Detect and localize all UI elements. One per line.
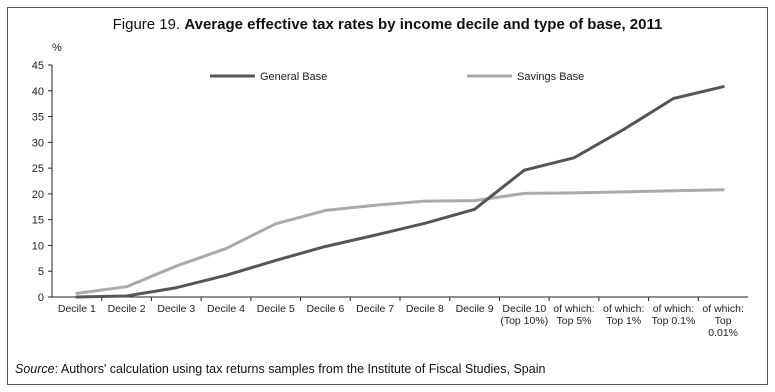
data-point-savings-base [721, 188, 725, 192]
y-tick-label: 40 [32, 86, 44, 98]
data-point-general-base [224, 273, 228, 277]
source-text: : Authors' calculation using tax returns… [54, 362, 546, 376]
chart-frame [7, 7, 768, 385]
data-point-savings-base [572, 191, 576, 195]
data-point-savings-base [373, 203, 377, 207]
data-point-general-base [622, 128, 626, 131]
y-tick-label: 25 [32, 163, 44, 175]
x-tick-label: Decile 10 (Top 10%) [500, 303, 548, 327]
data-point-savings-base [224, 247, 228, 250]
data-point-general-base [75, 295, 79, 299]
data-point-general-base [423, 221, 427, 225]
data-point-savings-base [473, 199, 476, 202]
figure-title: Average effective tax rates by income de… [184, 16, 663, 33]
data-point-general-base [125, 294, 128, 298]
data-point-general-base [174, 286, 178, 290]
data-point-savings-base [174, 264, 178, 268]
data-point-general-base [373, 233, 377, 237]
data-point-savings-base [622, 190, 626, 194]
y-tick-label: 10 [32, 240, 44, 252]
x-tick-label: Decile 1 [58, 303, 96, 315]
y-tick-label: 0 [38, 292, 44, 304]
data-point-savings-base [423, 199, 427, 203]
series-line-savings-base [75, 188, 725, 295]
x-tick-label: Decile 8 [406, 303, 444, 315]
data-point-savings-base [125, 285, 128, 289]
y-axis-unit: % [52, 42, 62, 54]
data-point-savings-base [672, 189, 675, 193]
x-tick-label: Decile 4 [207, 303, 245, 315]
chart-title: Figure 19. Average effective tax rates b… [0, 16, 775, 33]
data-point-general-base [324, 245, 327, 248]
x-tick-label: Decile 6 [306, 303, 344, 315]
legend-label-savings-base: Savings Base [517, 71, 584, 83]
legend-label-general-base: General Base [260, 71, 327, 83]
source-note: Source: Authors' calculation using tax r… [15, 362, 545, 376]
x-tick-label: of which: Top 1% [603, 303, 644, 327]
data-point-savings-base [324, 208, 327, 212]
data-point-savings-base [75, 291, 79, 295]
data-point-savings-base [274, 222, 278, 226]
x-tick-label: Decile 5 [257, 303, 295, 315]
x-tick-label: Decile 3 [157, 303, 195, 315]
data-point-general-base [672, 97, 675, 100]
series-line-general-base [75, 85, 725, 299]
x-tick-label: of which: Top 0.01% [702, 303, 743, 339]
y-tick-label: 35 [32, 112, 44, 124]
data-point-general-base [721, 85, 725, 89]
data-point-savings-base [522, 191, 526, 195]
y-tick-label: 5 [38, 266, 44, 278]
x-tick-label: of which: Top 0.1% [652, 303, 696, 327]
y-tick-label: 45 [32, 60, 44, 72]
data-point-general-base [522, 168, 526, 172]
y-tick-label: 20 [32, 189, 44, 201]
data-point-general-base [274, 258, 278, 262]
x-tick-label: Decile 7 [356, 303, 394, 315]
data-point-general-base [473, 207, 476, 211]
x-tick-label: Decile 2 [108, 303, 146, 315]
y-tick-label: 15 [32, 215, 44, 227]
data-point-general-base [572, 156, 576, 160]
x-tick-label: of which: Top 5% [553, 303, 594, 327]
figure-number: Figure 19. [112, 16, 181, 33]
source-label: Source [15, 362, 55, 376]
y-tick-label: 30 [32, 137, 44, 149]
x-tick-label: Decile 9 [456, 303, 494, 315]
